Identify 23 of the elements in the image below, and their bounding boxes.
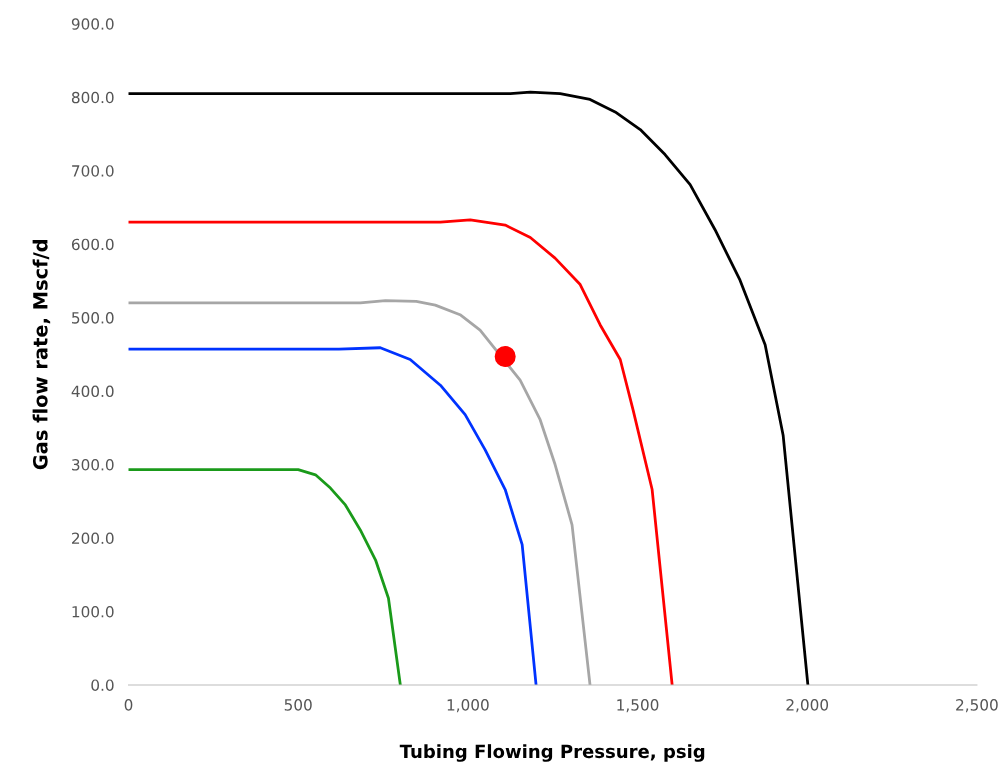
- y-tick-label: 0.0: [91, 679, 114, 691]
- x-tick-label: 2,000: [786, 699, 829, 713]
- x-tick-label: 2,500: [956, 699, 998, 713]
- line-series: [128, 299, 592, 685]
- y-tick-label: 500.0: [72, 312, 114, 324]
- y-axis-title: Gas flow rate, Mscf/d: [32, 240, 51, 470]
- y-tick-label: 900.0: [71, 18, 114, 30]
- x-tick-label: 1,500: [617, 699, 659, 713]
- y-tick-label: 400.0: [71, 385, 114, 398]
- y-tick-label: 100.0: [72, 605, 114, 618]
- line-series: [128, 218, 674, 685]
- y-tick-label: 600.0: [71, 238, 114, 251]
- x-tick-label: 0: [124, 699, 133, 711]
- x-tick-label: 1,000: [447, 699, 489, 713]
- x-axis-title: Tubing Flowing Pressure, psig: [399, 744, 705, 762]
- y-tick-label: 200.0: [72, 532, 114, 545]
- y-tick-label: 700.0: [72, 165, 114, 177]
- x-tick-label: 500: [284, 699, 312, 711]
- line-series: [128, 90, 810, 685]
- line-series: [128, 346, 538, 685]
- y-tick-label: 300.0: [72, 459, 114, 471]
- y-tick-label: 800.0: [71, 91, 114, 104]
- line-series: [128, 468, 402, 685]
